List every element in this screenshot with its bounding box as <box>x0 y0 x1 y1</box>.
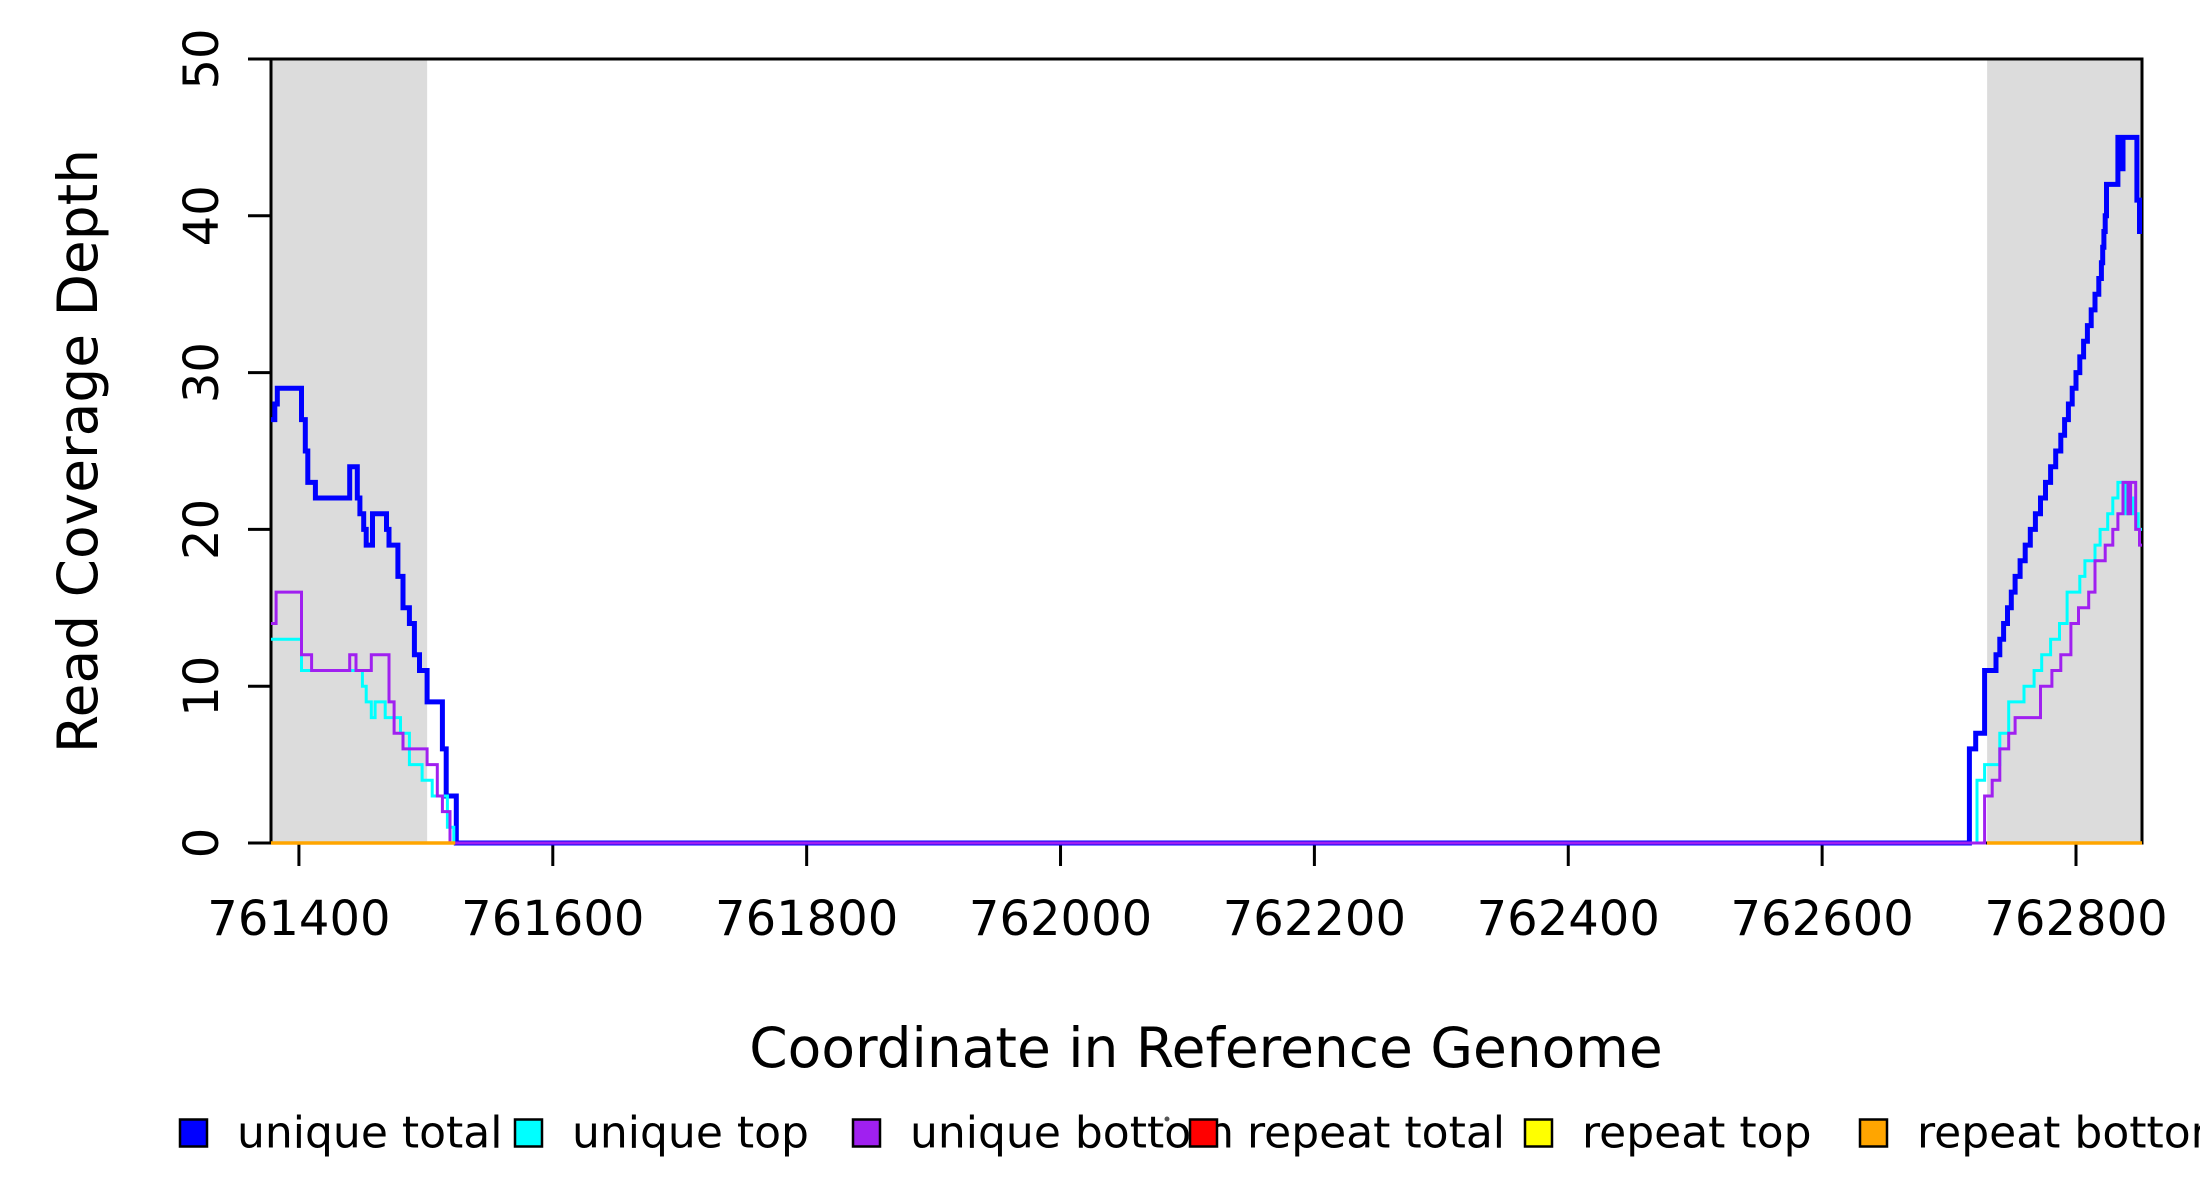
legend-item: unique bottom <box>851 1108 1234 1159</box>
legend-swatch-unique-top <box>513 1118 544 1148</box>
legend-item: unique top <box>513 1108 809 1159</box>
legend-swatch-unique-bottom <box>851 1118 882 1148</box>
legend: unique total unique top unique bottom repea… <box>178 1108 2200 1159</box>
legend-label: repeat top <box>1582 1108 1812 1159</box>
y-axis-title: Read Coverage Depth <box>46 149 110 753</box>
coverage-series-lines <box>271 134 2142 846</box>
legend-swatch-repeat-bottom <box>1858 1118 1889 1148</box>
legend-label: repeat total <box>1247 1108 1505 1159</box>
stray-dot-mark <box>1164 1116 1170 1122</box>
legend-label: unique bottom <box>910 1108 1234 1159</box>
plot-box-and-ticks <box>248 57 2144 866</box>
shaded-repeat-regions <box>271 59 2142 843</box>
x-tick-label: 762200 <box>1223 891 1406 947</box>
legend-label: unique top <box>572 1108 809 1159</box>
series-line-unique-top <box>271 480 2142 845</box>
x-tick-label: 762600 <box>1731 891 1914 947</box>
y-tick-label: 10 <box>174 656 230 717</box>
y-tick-label: 20 <box>174 499 230 560</box>
series-line-unique-total <box>271 134 2142 846</box>
legend-swatch-unique-total <box>178 1118 209 1148</box>
tick-labels: 761400 761600 761800 762000 762200 762400 7626… <box>174 28 2168 947</box>
x-tick-label: 761800 <box>715 891 898 947</box>
legend-item: unique total <box>178 1108 502 1159</box>
y-tick-label: 30 <box>174 342 230 403</box>
x-tick-label: 761400 <box>207 891 390 947</box>
x-axis-title: Coordinate in Reference Genome <box>749 1016 1662 1080</box>
legend-swatch-repeat-total <box>1188 1118 1219 1148</box>
legend-item: repeat top <box>1523 1108 1812 1159</box>
x-tick-label: 762400 <box>1477 891 1660 947</box>
legend-swatch-repeat-top <box>1523 1118 1554 1148</box>
legend-label: unique total <box>237 1108 502 1159</box>
shaded-region <box>271 59 428 843</box>
plot-border-box <box>269 57 2144 845</box>
x-tick-label: 762000 <box>969 891 1152 947</box>
legend-item: repeat total <box>1188 1108 1505 1159</box>
y-tick-label: 50 <box>174 28 230 89</box>
x-tick-label: 762800 <box>1984 891 2167 947</box>
x-tick-label: 761600 <box>461 891 644 947</box>
legend-item: repeat bottom <box>1858 1108 2200 1159</box>
legend-label: repeat bottom <box>1917 1108 2200 1159</box>
series-line-unique-bottom <box>271 480 2142 845</box>
shaded-region <box>1987 59 2142 843</box>
y-tick-label: 0 <box>174 828 230 859</box>
y-tick-label: 40 <box>174 185 230 246</box>
